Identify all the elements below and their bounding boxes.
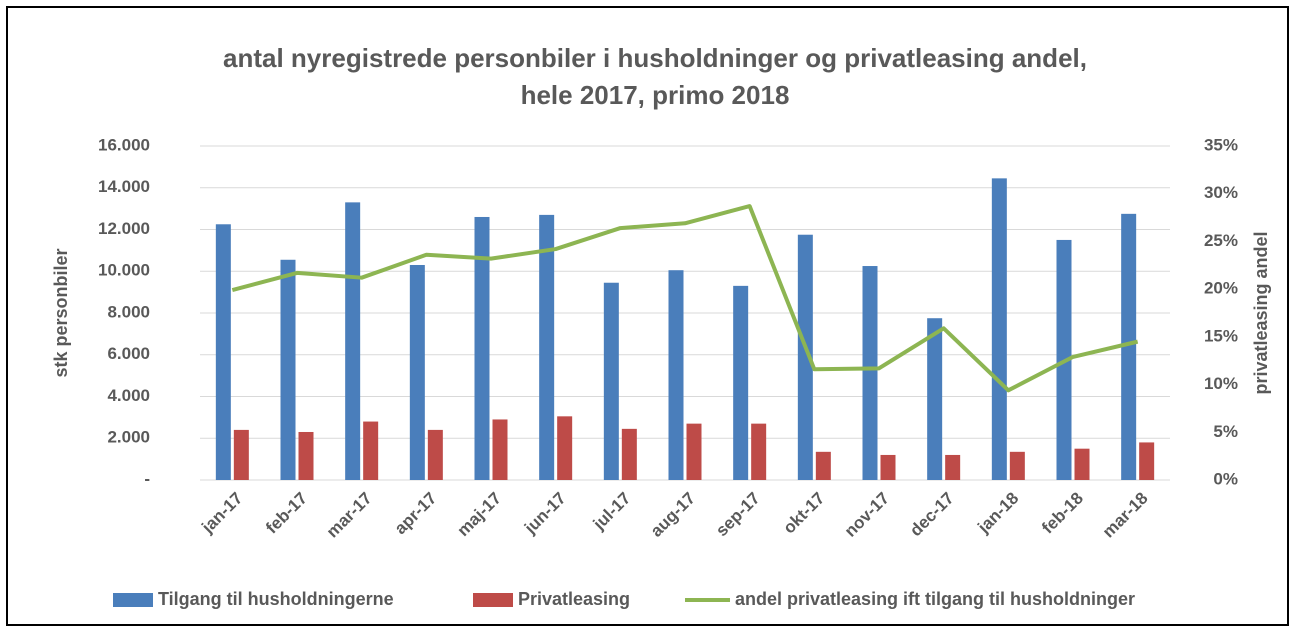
bar — [1139, 442, 1155, 480]
y2-tick-label: 30% — [1204, 183, 1238, 202]
bar — [363, 421, 379, 480]
bar — [733, 285, 749, 480]
bar — [557, 416, 573, 480]
y2-tick-label: 0% — [1213, 469, 1238, 488]
bar — [991, 178, 1007, 480]
y-axis-title: stk personbiler — [51, 248, 71, 377]
bar — [215, 224, 231, 480]
bar — [797, 234, 813, 480]
legend-label: andel privatleasing ift tilgang til hush… — [735, 589, 1135, 609]
y-tick-label: 10.000 — [98, 261, 150, 280]
bar — [751, 423, 767, 480]
bar — [862, 266, 878, 480]
bar — [280, 259, 296, 480]
bar — [945, 454, 961, 480]
chart-subtitle: hele 2017, primo 2018 — [521, 80, 790, 110]
y2-tick-label: 5% — [1213, 422, 1238, 441]
y-tick-label: 8.000 — [107, 302, 150, 321]
legend-swatch — [113, 593, 153, 607]
bar — [474, 216, 490, 480]
bar — [298, 431, 314, 480]
y2-tick-label: 10% — [1204, 374, 1238, 393]
bar — [621, 428, 637, 480]
y2-tick-label: 35% — [1204, 135, 1238, 154]
y2-tick-label: 25% — [1204, 231, 1238, 250]
y-tick-label: 4.000 — [107, 386, 150, 405]
y-tick-label: 16.000 — [98, 135, 150, 154]
bar — [233, 429, 249, 480]
bar — [1074, 448, 1090, 480]
bar — [668, 270, 684, 480]
y-tick-label: 12.000 — [98, 219, 150, 238]
bar — [492, 419, 508, 480]
y2-axis-title: privatleasing andel — [1251, 231, 1271, 394]
bar — [539, 214, 555, 480]
y-tick-label: 14.000 — [98, 177, 150, 196]
y-tick-label: - — [144, 469, 150, 488]
line-series — [231, 204, 1139, 393]
bar — [427, 429, 443, 480]
bar — [345, 202, 361, 481]
legend-label: Privatleasing — [518, 589, 630, 609]
legend-swatch — [473, 593, 513, 607]
bar — [880, 454, 896, 480]
y-tick-label: 2.000 — [107, 428, 150, 447]
y2-tick-label: 15% — [1204, 326, 1238, 345]
chart-title: antal nyregistrede personbiler i hushold… — [223, 43, 1087, 73]
y2-tick-label: 20% — [1204, 279, 1238, 298]
bar — [815, 451, 831, 480]
legend-label: Tilgang til husholdningerne — [158, 589, 394, 609]
bar — [603, 282, 619, 480]
y-tick-label: 6.000 — [107, 344, 150, 363]
bar — [409, 264, 425, 480]
bar — [927, 318, 943, 480]
bar — [1009, 451, 1025, 480]
bar — [686, 423, 702, 480]
bar — [1121, 213, 1137, 480]
